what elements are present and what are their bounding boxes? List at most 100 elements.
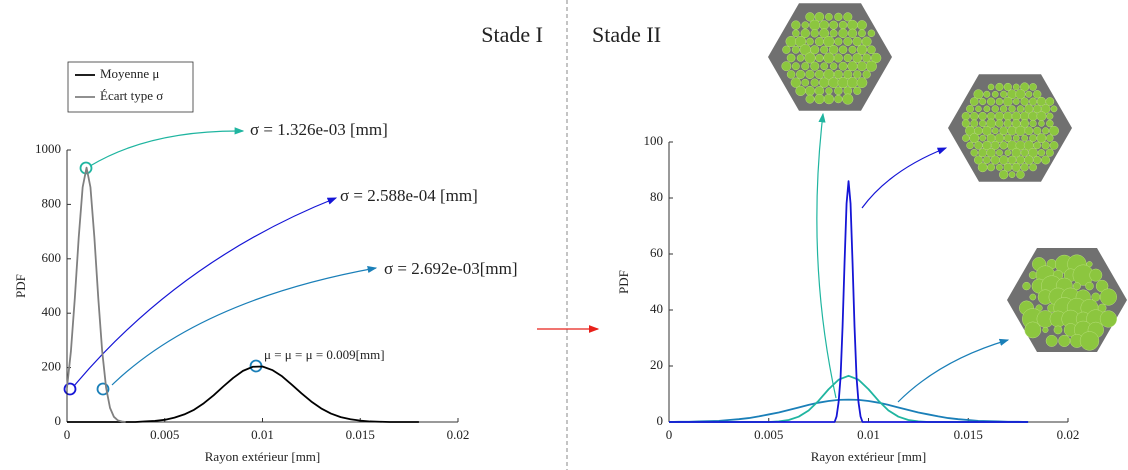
fiber [806, 37, 814, 46]
fiber [856, 77, 868, 88]
fiber [1028, 271, 1037, 280]
fiber [805, 69, 815, 80]
fiber [861, 36, 872, 47]
fiber [847, 19, 858, 31]
fiber [1041, 141, 1050, 150]
fiber [1033, 126, 1042, 135]
fiber [800, 28, 810, 38]
fiber [975, 105, 982, 113]
annotation: σ = 2.692e-03[mm] [384, 259, 517, 278]
fiber [1022, 281, 1031, 291]
fiber [995, 97, 1004, 106]
fiber [805, 94, 815, 104]
fiber [838, 61, 848, 71]
fiber [995, 82, 1004, 91]
fiber [986, 97, 996, 106]
fiber [1008, 105, 1016, 113]
stage-label: Stade II [592, 22, 661, 47]
fiber [1033, 90, 1042, 99]
fiber [805, 85, 815, 96]
fiber [801, 21, 810, 29]
fiber [1015, 155, 1025, 165]
x-tick-label: 0.01 [857, 427, 880, 442]
x-tick-label: 0.005 [150, 427, 179, 442]
fiber [843, 37, 853, 46]
fiber [961, 112, 970, 121]
fiber [1015, 125, 1026, 136]
y-tick-label: 200 [42, 359, 62, 374]
fiber [1099, 310, 1117, 328]
y-axis-label: PDF [616, 270, 631, 294]
fiber [814, 12, 825, 22]
fiber [833, 69, 843, 79]
fiber [994, 133, 1005, 143]
fiber [970, 119, 979, 128]
x-axis-label: Rayon extérieur [mm] [205, 449, 321, 464]
fiber [1020, 82, 1030, 92]
fiber [857, 20, 867, 31]
arrow [816, 112, 837, 399]
annotation: σ = 1.326e-03 [mm] [250, 120, 388, 139]
fiber [983, 90, 991, 98]
fiber [1024, 126, 1034, 136]
fiber [837, 77, 849, 89]
fiber [1033, 141, 1042, 150]
fiber [810, 78, 819, 87]
fiber [1007, 126, 1017, 136]
fiber [810, 29, 819, 38]
annotation: μ = μ = μ = 0.009[mm] [264, 347, 385, 362]
fiber [1011, 162, 1021, 172]
fiber [782, 45, 791, 54]
fiber [825, 13, 833, 21]
fiber [857, 61, 867, 72]
fiber [1042, 127, 1050, 135]
x-tick-label: 0.02 [447, 427, 470, 442]
fiber [990, 155, 1000, 165]
fiber [791, 45, 800, 54]
fiber [801, 78, 810, 87]
fiber [1058, 334, 1071, 347]
fiber [838, 20, 848, 30]
fiber [862, 53, 872, 63]
fiber [823, 52, 835, 64]
y-tick-label: 0 [55, 413, 62, 428]
x-tick-label: 0 [666, 427, 673, 442]
x-tick-label: 0.02 [1057, 427, 1080, 442]
fiber [1029, 119, 1037, 128]
fiber [819, 28, 830, 39]
arrow [111, 265, 378, 386]
fiber [805, 12, 815, 22]
legend-label: Moyenne μ [100, 66, 159, 81]
fiber [820, 45, 829, 54]
fiber [995, 163, 1003, 171]
x-tick-label: 0.015 [346, 427, 375, 442]
fiber [969, 97, 979, 106]
y-tick-label: 60 [650, 245, 663, 260]
arrow [861, 147, 948, 209]
fiber [973, 155, 983, 165]
fiber [846, 77, 859, 89]
x-tick-label: 0 [64, 427, 71, 442]
fiber [823, 93, 835, 105]
fiber [1003, 111, 1013, 121]
fiber [838, 28, 848, 39]
fiber [1024, 321, 1042, 339]
fiber [1089, 268, 1103, 282]
fiber [991, 90, 999, 98]
fiber [1042, 326, 1049, 333]
fiber [1038, 120, 1045, 127]
fiber [1046, 119, 1054, 128]
y-tick-label: 0 [657, 413, 664, 428]
fiber [834, 94, 843, 104]
microstructures [768, 3, 1127, 352]
fiber [982, 156, 991, 164]
legend-label: Écart type σ [100, 88, 163, 103]
fiber [969, 111, 979, 121]
fiber [1029, 163, 1037, 172]
fiber [810, 61, 820, 71]
fiber [834, 37, 843, 46]
fiber [815, 53, 824, 63]
fiber [998, 169, 1009, 180]
fiber [781, 61, 792, 72]
fiber [991, 105, 999, 113]
